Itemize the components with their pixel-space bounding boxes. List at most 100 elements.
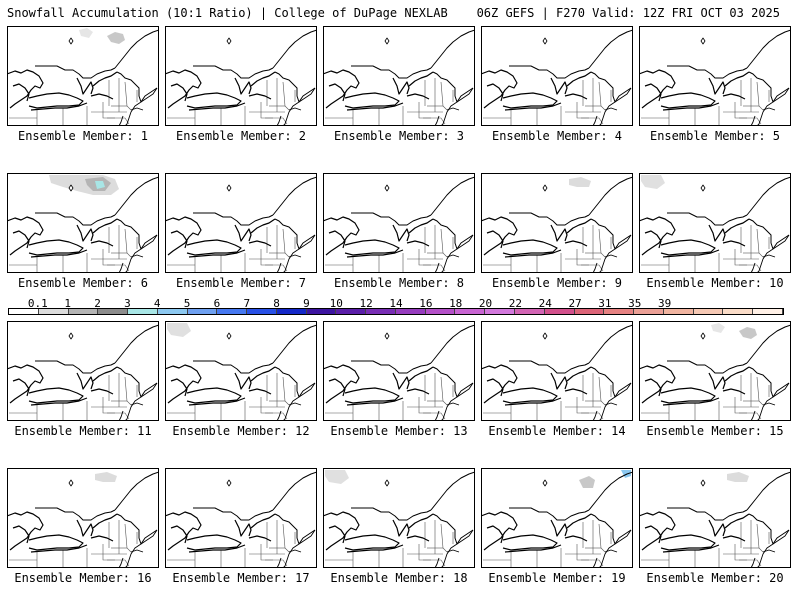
colorbar-tick-label: 18 <box>449 297 463 310</box>
colorbar-cells <box>8 308 784 315</box>
colorbar-cell <box>574 309 605 314</box>
snowfall-map <box>165 26 317 126</box>
colorbar-tick-label: 1 <box>64 297 71 310</box>
lake-marker <box>542 332 548 340</box>
colorbar-cell <box>455 309 486 314</box>
colorbar-tick-label: 0.1 <box>27 297 48 310</box>
ensemble-member-label: Ensemble Member: 18 <box>330 571 468 585</box>
ensemble-member-label: Ensemble Member: 4 <box>491 129 623 143</box>
ensemble-member-label: Ensemble Member: 12 <box>172 424 310 438</box>
ensemble-member-label: Ensemble Member: 14 <box>488 424 626 438</box>
lake-marker <box>700 184 706 192</box>
colorbar-cell <box>663 309 694 314</box>
snowfall-map <box>323 26 475 126</box>
lake-marker <box>68 37 74 45</box>
ensemble-member-label: Ensemble Member: 11 <box>14 424 152 438</box>
colorbar-cell <box>723 309 754 314</box>
colorbar-cell <box>247 309 277 314</box>
ensemble-member-label: Ensemble Member: 17 <box>172 571 310 585</box>
colorbar-cell <box>336 309 367 314</box>
snowfall-shading <box>569 177 591 187</box>
snowfall-shading <box>739 327 757 339</box>
colorbar-tick-label: 20 <box>478 297 493 310</box>
ensemble-member-label: Ensemble Member: 9 <box>491 276 623 290</box>
lake-marker <box>384 332 390 340</box>
ensemble-member-label: Ensemble Member: 2 <box>175 129 307 143</box>
colorbar-cell <box>425 309 456 314</box>
snowfall-map <box>323 468 475 568</box>
ensemble-panel-3: Ensemble Member: 3 <box>323 26 475 144</box>
snowfall-map <box>165 468 317 568</box>
colorbar-tick-label: 3 <box>124 297 131 310</box>
lake-marker <box>542 37 548 45</box>
colorbar-cell <box>128 309 158 314</box>
ensemble-panel-19: Ensemble Member: 19 <box>481 468 633 586</box>
snowfall-map <box>323 173 475 273</box>
ensemble-panel-4: Ensemble Member: 4 <box>481 26 633 144</box>
colorbar-tick-label: 9 <box>303 297 310 310</box>
colorbar-tick-label: 35 <box>628 297 642 310</box>
ensemble-panel-1: Ensemble Member: 1 <box>7 26 159 144</box>
ensemble-panel-14: Ensemble Member: 14 <box>481 321 633 439</box>
colorbar-cell <box>544 309 575 314</box>
ensemble-member-label: Ensemble Member: 8 <box>333 276 465 290</box>
snowfall-map <box>481 468 633 568</box>
colorbar-tick-label: 12 <box>359 297 373 310</box>
colorbar-tick-label: 31 <box>598 297 612 310</box>
ensemble-panel-16: Ensemble Member: 16 <box>7 468 159 586</box>
lake-marker <box>226 37 232 45</box>
colorbar-tick-label: 10 <box>329 297 343 310</box>
snowfall-shading <box>107 32 125 44</box>
ensemble-member-label: Ensemble Member: 19 <box>488 571 626 585</box>
snowfall-map <box>481 321 633 421</box>
lake-marker <box>226 332 232 340</box>
colorbar-cell <box>217 309 248 314</box>
snowfall-map <box>639 468 791 568</box>
ensemble-panel-15: Ensemble Member: 15 <box>639 321 791 439</box>
colorbar-cell <box>68 309 99 314</box>
lake-marker <box>542 184 548 192</box>
ensemble-member-label: Ensemble Member: 15 <box>646 424 784 438</box>
snowfall-map <box>7 173 159 273</box>
snowfall-shading <box>167 323 191 337</box>
colorbar-cell <box>604 309 635 314</box>
colorbar-cell <box>98 309 129 314</box>
colorbar-cell <box>157 309 188 314</box>
colorbar-tick-label: 2 <box>94 297 101 310</box>
snowfall-map <box>639 173 791 273</box>
colorbar-labels: 0.1 1 2 3 4 5 6 7 8 9 10 12 14 16 18 20 22 24 27 31 35 39 <box>8 297 784 310</box>
colorbar-cell <box>366 309 396 314</box>
snowfall-shading <box>95 472 117 482</box>
snowfall-map <box>639 321 791 421</box>
ensemble-panel-5: Ensemble Member: 5 <box>639 26 791 144</box>
colorbar-cell <box>187 309 218 314</box>
lake-marker <box>542 479 548 487</box>
snowfall-map <box>165 173 317 273</box>
snowfall-map <box>323 321 475 421</box>
ensemble-panel-13: Ensemble Member: 13 <box>323 321 475 439</box>
snowfall-shading <box>79 28 93 38</box>
colorbar-cell <box>515 309 545 314</box>
ensemble-member-label: Ensemble Member: 20 <box>646 571 784 585</box>
ensemble-panel-2: Ensemble Member: 2 <box>165 26 317 144</box>
colorbar-cell <box>753 309 783 314</box>
snowfall-shading <box>641 175 665 189</box>
ensemble-member-label: Ensemble Member: 16 <box>14 571 152 585</box>
lake-marker <box>226 479 232 487</box>
snowfall-colorbar: 0.1 1 2 3 4 5 6 7 8 9 10 12 14 16 18 20 22 24 27 31 35 39 <box>8 297 784 317</box>
lake-marker <box>700 332 706 340</box>
colorbar-cell <box>38 309 69 314</box>
snowfall-shading <box>579 476 595 488</box>
ensemble-panel-7: Ensemble Member: 7 <box>165 173 317 291</box>
snowfall-map <box>7 321 159 421</box>
snowfall-shading <box>711 323 725 333</box>
lake-marker <box>384 184 390 192</box>
colorbar-tick-label: 5 <box>183 297 191 310</box>
lake-marker <box>384 37 390 45</box>
colorbar-tick-label: 4 <box>153 297 161 310</box>
colorbar-tick-label: 27 <box>568 297 582 310</box>
lake-marker <box>68 479 74 487</box>
snowfall-map <box>7 468 159 568</box>
colorbar-tick-label: 22 <box>508 297 522 310</box>
lake-marker <box>226 184 232 192</box>
